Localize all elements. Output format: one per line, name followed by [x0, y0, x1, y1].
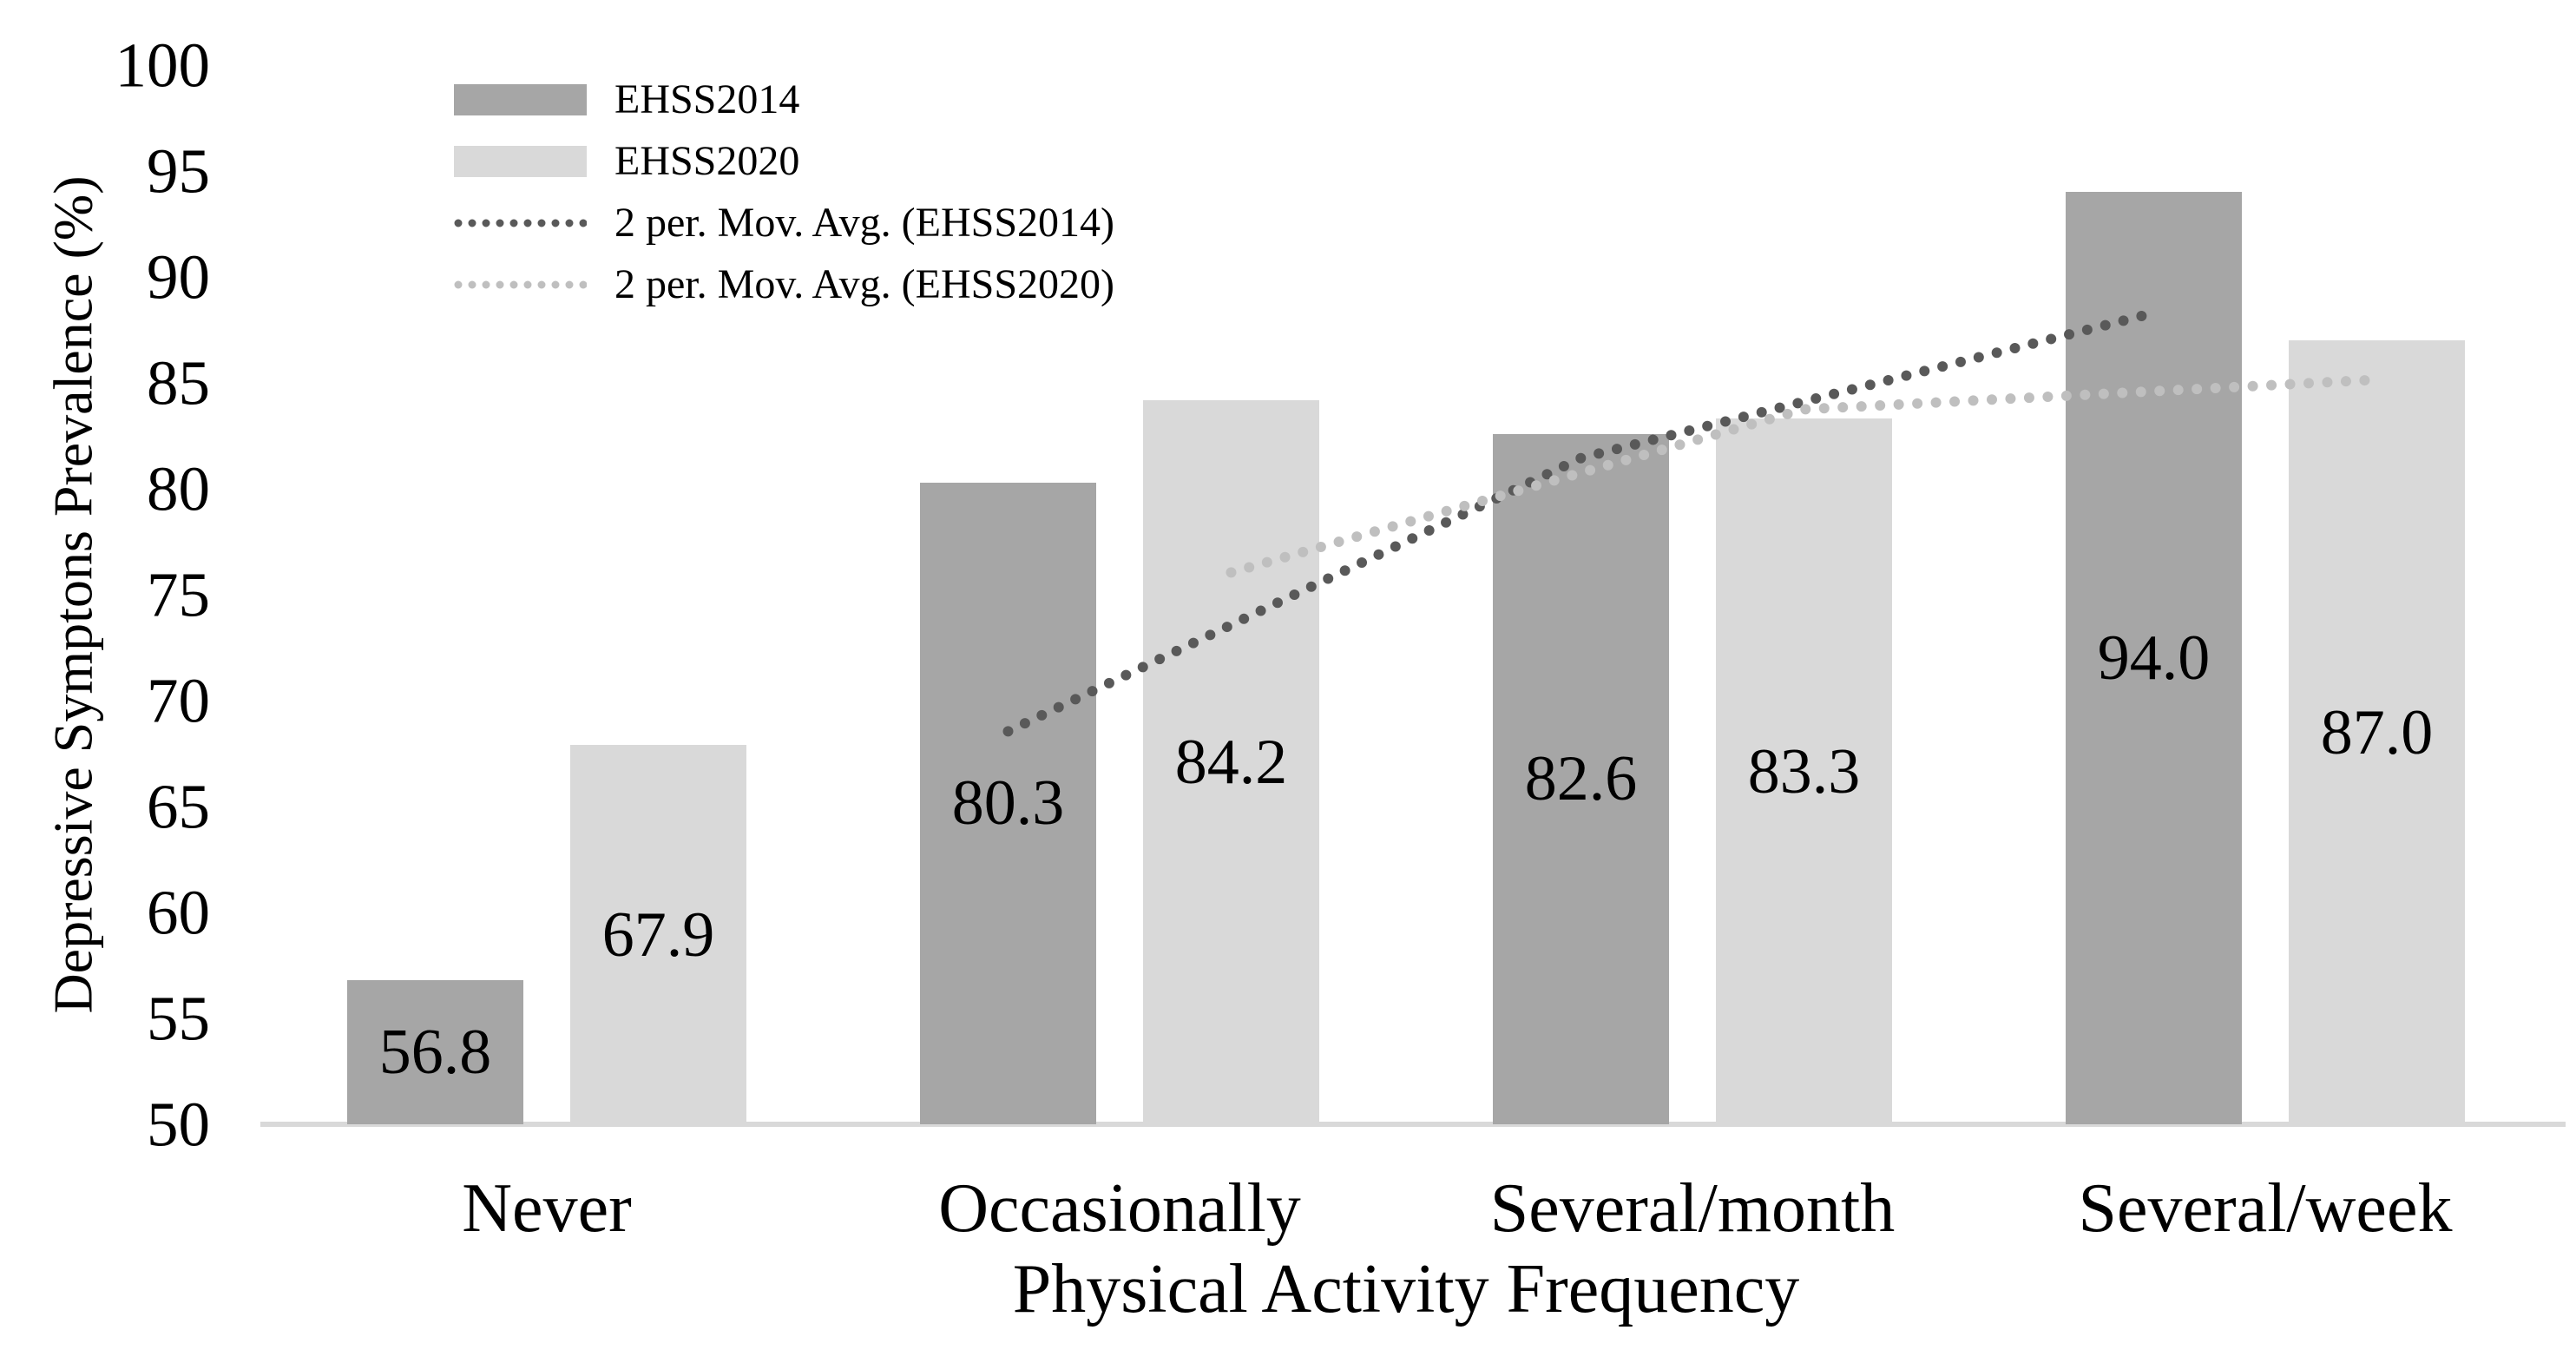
bar-ehss2014-several-month	[1493, 433, 1669, 1124]
legend-item-mov-avg-ehss2014: 2 per. Mov. Avg. (EHSS2014)	[454, 202, 1114, 244]
legend-item-mov-avg-ehss2020: 2 per. Mov. Avg. (EHSS2020)	[454, 264, 1114, 306]
x-category-label-several-week: Several/week	[2078, 1170, 2453, 1247]
bar-value-label: 56.8	[378, 1017, 492, 1089]
bar-value-label: 83.3	[1747, 735, 1861, 807]
trendline-ehss2020	[1226, 374, 2382, 578]
bar-value-label: 67.9	[601, 899, 715, 971]
legend-label: 2 per. Mov. Avg. (EHSS2020)	[614, 261, 1114, 307]
legend-label: EHSS2020	[614, 138, 800, 184]
y-tick-label-75: 75	[147, 559, 210, 630]
bar-ehss2020-occasionally	[1143, 399, 1319, 1124]
y-tick-label-85: 85	[147, 347, 210, 418]
bar-value-label: 82.6	[1524, 743, 1638, 815]
bar-ehss2014-occasionally	[920, 482, 1096, 1124]
legend-label: EHSS2014	[614, 76, 800, 122]
legend-item-ehss2020: EHSS2020	[454, 141, 799, 182]
y-tick-label-50: 50	[147, 1089, 210, 1160]
trendline-ehss2014	[1002, 307, 2159, 737]
bar-ehss2020-several-week	[2289, 340, 2465, 1124]
y-tick-label-55: 55	[147, 983, 210, 1054]
bar-value-label: 80.3	[951, 767, 1065, 840]
legend-swatch-icon	[454, 146, 587, 177]
bar-ehss2014-never	[347, 980, 523, 1124]
x-category-label-several-month: Several/month	[1489, 1170, 1896, 1247]
y-tick-label-95: 95	[147, 135, 210, 207]
legend-item-ehss2014: EHSS2014	[454, 79, 799, 121]
bar-ehss2020-several-month	[1716, 418, 1892, 1124]
legend-label: 2 per. Mov. Avg. (EHSS2014)	[614, 200, 1114, 246]
bar-ehss2014-several-week	[2066, 192, 2242, 1124]
x-axis-title: Physical Activity Frequency	[1012, 1251, 1800, 1327]
y-tick-label-70: 70	[147, 665, 210, 736]
y-tick-label-100: 100	[115, 30, 211, 101]
y-tick-label-65: 65	[147, 771, 210, 842]
legend: EHSS2014 EHSS2020 2 per. Mov. Avg. (EHSS20…	[454, 0, 1235, 347]
y-tick-label-80: 80	[147, 453, 210, 524]
x-axis-line	[260, 1122, 2566, 1127]
y-tick-label-90: 90	[147, 241, 210, 313]
x-category-label-never: Never	[462, 1170, 632, 1247]
bar-value-label: 84.2	[1174, 726, 1288, 798]
x-category-label-occasionally: Occasionally	[938, 1170, 1301, 1247]
bar-value-label: 87.0	[2320, 696, 2434, 768]
bar-ehss2020-never	[570, 745, 746, 1124]
y-tick-label-60: 60	[147, 877, 210, 948]
bar-value-label: 94.0	[2097, 622, 2211, 695]
legend-swatch-icon	[454, 84, 587, 115]
